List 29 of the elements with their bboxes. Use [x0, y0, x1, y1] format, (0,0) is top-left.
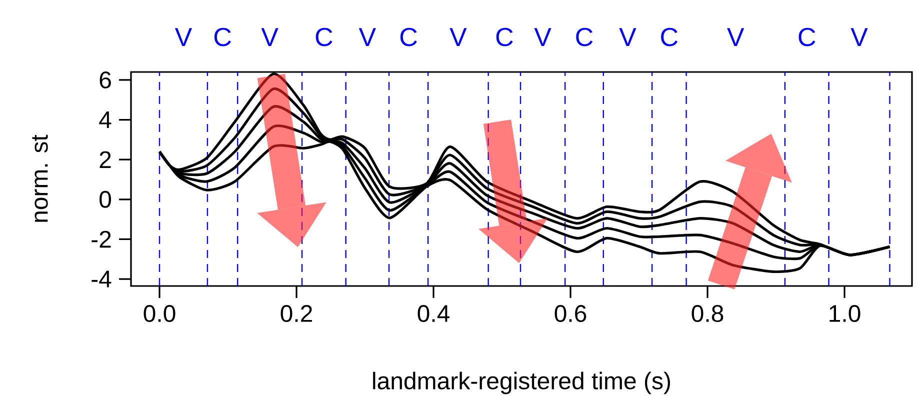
y-tick-label: 6: [100, 71, 111, 88]
text: V: [450, 28, 467, 46]
x-tick-label: 0.4: [418, 305, 450, 322]
x-tick-label: 0.0: [144, 305, 176, 322]
x-tick-label: 0.2: [280, 305, 312, 322]
x-tick-label: 0.6: [554, 305, 586, 322]
y-axis-title: norm. st: [32, 134, 48, 222]
text: V: [727, 28, 744, 46]
y-tick-label: 2: [100, 151, 111, 168]
y-tick-label: -2: [92, 230, 111, 248]
x-axis-title: landmark-registered time (s): [373, 372, 670, 394]
text: C: [798, 28, 816, 46]
text: V: [174, 28, 192, 46]
text: V: [534, 28, 552, 46]
text: C: [576, 28, 593, 46]
y-tick-label: 0: [100, 190, 112, 208]
text: V: [619, 28, 636, 46]
y-tick-label: -4: [92, 270, 112, 288]
x-tick-label: 0.8: [692, 305, 724, 322]
text: V: [850, 28, 868, 46]
x-tick-label: 1.0: [830, 305, 860, 322]
y-tick-label: 4: [99, 112, 112, 128]
text: C: [400, 28, 417, 46]
text: C: [316, 28, 332, 46]
text: V: [358, 28, 376, 46]
text: V: [261, 28, 278, 46]
text: C: [661, 28, 678, 46]
text: C: [496, 28, 513, 46]
text: C: [214, 28, 231, 46]
